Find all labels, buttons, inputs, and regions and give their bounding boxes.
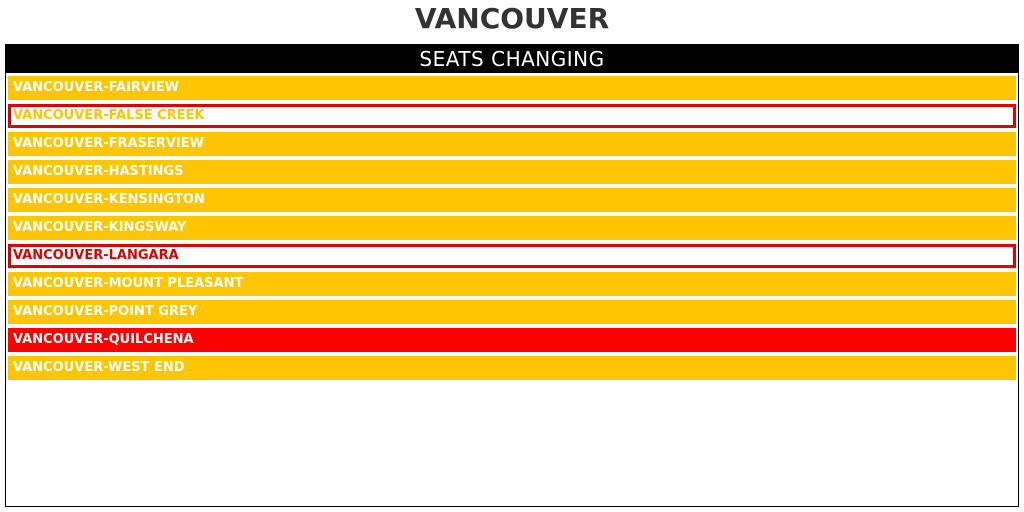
riding-name: VANCOUVER-WEST END [13,360,185,375]
riding-row[interactable]: VANCOUVER-HASTINGS [8,160,1016,184]
riding-name: VANCOUVER-QUILCHENA [13,332,194,347]
panel-header: SEATS CHANGING [6,45,1018,73]
riding-row[interactable]: VANCOUVER-KENSINGTON [8,188,1016,212]
page-title: VANCOUVER [414,2,610,35]
riding-row[interactable]: VANCOUVER-MOUNT PLEASANT [8,272,1016,296]
riding-row[interactable]: VANCOUVER-QUILCHENA [8,328,1016,352]
riding-list: VANCOUVER-FAIRVIEW VANCOUVER-FALSE CREEK… [6,73,1018,380]
riding-row[interactable]: VANCOUVER-FAIRVIEW [8,76,1016,100]
seats-changing-panel: SEATS CHANGING VANCOUVER-FAIRVIEW VANCOU… [5,44,1019,507]
riding-name: VANCOUVER-FAIRVIEW [13,80,180,95]
riding-row[interactable]: VANCOUVER-WEST END [8,356,1016,380]
riding-row[interactable]: VANCOUVER-POINT GREY [8,300,1016,324]
riding-row[interactable]: VANCOUVER-LANGARA [8,244,1016,268]
riding-name: VANCOUVER-KENSINGTON [13,192,205,207]
riding-name: VANCOUVER-FALSE CREEK [13,108,205,123]
riding-name: VANCOUVER-LANGARA [13,248,179,263]
riding-name: VANCOUVER-MOUNT PLEASANT [13,276,244,291]
riding-name: VANCOUVER-HASTINGS [13,164,184,179]
riding-row[interactable]: VANCOUVER-FRASERVIEW [8,132,1016,156]
riding-name: VANCOUVER-FRASERVIEW [13,136,204,151]
riding-row[interactable]: VANCOUVER-FALSE CREEK [8,104,1016,128]
riding-name: VANCOUVER-KINGSWAY [13,220,187,235]
riding-name: VANCOUVER-POINT GREY [13,304,198,319]
riding-row[interactable]: VANCOUVER-KINGSWAY [8,216,1016,240]
